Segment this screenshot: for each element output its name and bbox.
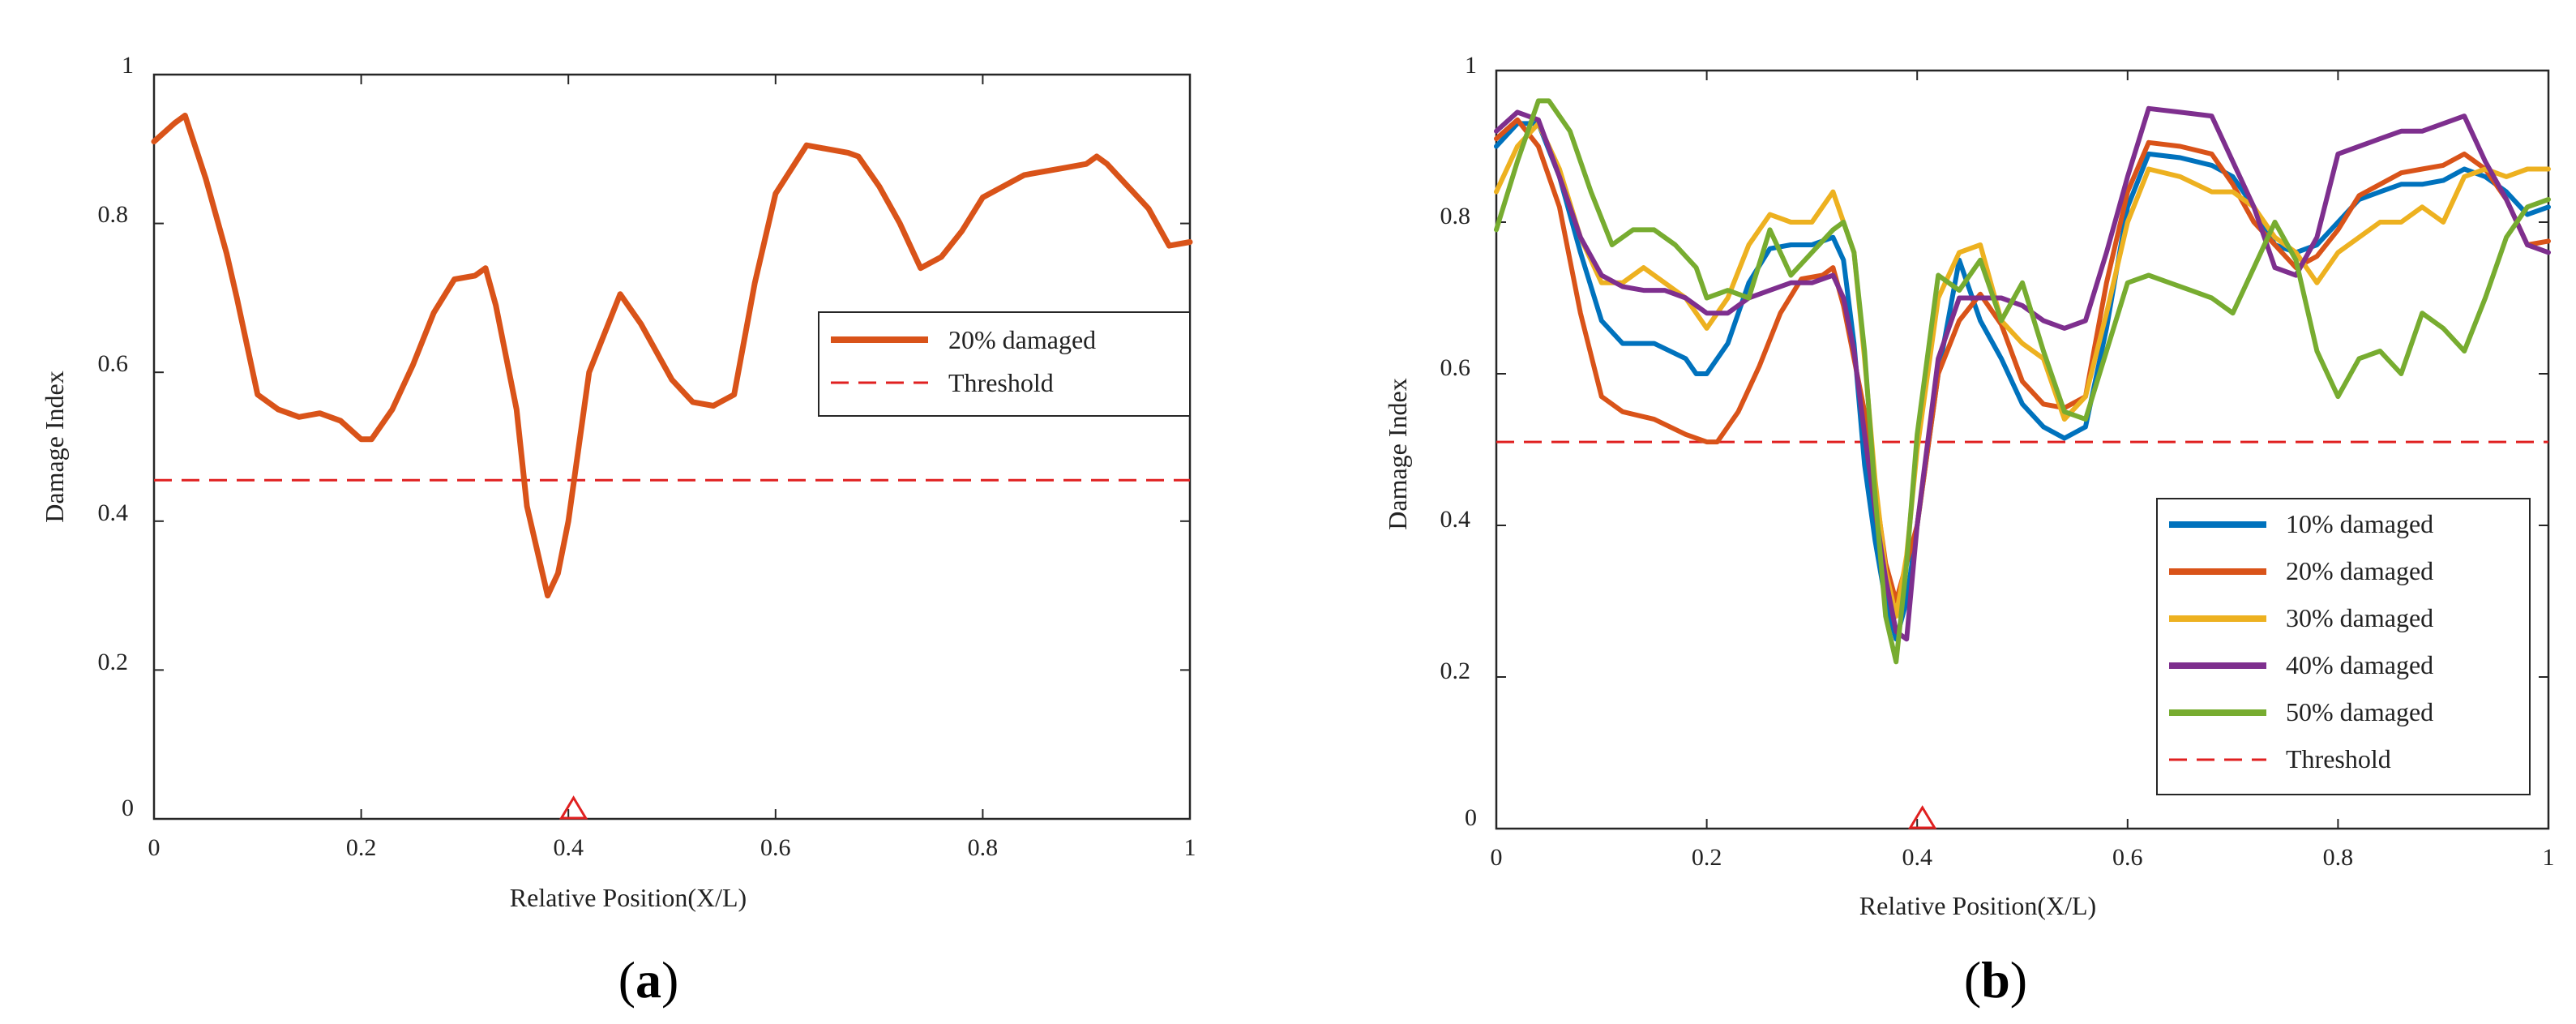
y-tick-label: 0.8: [98, 201, 129, 228]
y-tick-label: 1: [1465, 52, 1477, 79]
y-axis-label: Damage Index: [40, 371, 69, 522]
legend-label-threshold: Threshold: [2286, 744, 2391, 773]
legend-label-40-damaged: 40% damaged: [2286, 650, 2433, 679]
legend-box: [2156, 498, 2531, 795]
chart-panel-b: 0 0.2 0.4 0.6 0.8 1 0 0.2 0.4 0.6 0.8 1 …: [1383, 52, 2555, 1009]
y-tick-label: 0.2: [1440, 658, 1471, 684]
x-tick-label: 1: [2543, 844, 2555, 871]
x-tick-label: 0.8: [968, 834, 999, 861]
legend-label-threshold: Threshold: [948, 368, 1054, 397]
series-layer: [151, 113, 1193, 820]
legend-label-20-damaged: 20% damaged: [948, 325, 1096, 354]
x-axis-label: Relative Position(X/L): [1859, 891, 2096, 920]
panel-label-b: (b): [1964, 951, 2027, 1009]
panel-label-a: (a): [618, 951, 679, 1009]
x-tick-label: 1: [1184, 834, 1196, 861]
series-layer: [1494, 98, 2551, 829]
y-tick-label: 0.2: [98, 649, 129, 675]
legend-label-30-damaged: 30% damaged: [2286, 603, 2433, 632]
chart-panel-a: 0 0.2 0.4 0.6 0.8 1 0 0.2 0.4 0.6 0.8 1: [40, 52, 1196, 1009]
legend-label-10-damaged: 10% damaged: [2286, 509, 2433, 538]
y-tick-label: 0: [1465, 804, 1477, 831]
x-tick-label: 0: [148, 834, 160, 861]
y-tick-label: 0.4: [1440, 506, 1471, 533]
series-line-40-damaged: [1494, 105, 2551, 642]
x-tick-label: 0.4: [1902, 844, 1932, 871]
y-tick-label: 0.8: [1440, 203, 1471, 229]
legend: 10% damaged 20% damaged 30% damaged 40% …: [2156, 498, 2531, 795]
damage-location-marker: [558, 795, 588, 820]
series-line-10-damaged: [1494, 121, 2551, 642]
panel-letter-a: a: [635, 951, 661, 1009]
legend-box: [818, 311, 1191, 417]
x-tick-label: 0.6: [760, 834, 791, 861]
x-tick-label: 0.2: [346, 834, 377, 861]
legend: 20% damaged Threshold: [818, 311, 1191, 417]
x-axis-label: Relative Position(X/L): [510, 883, 747, 912]
x-tick-label: 0.2: [1692, 844, 1722, 871]
damage-location-marker: [1908, 805, 1937, 829]
y-tick-label: 0.6: [98, 350, 129, 377]
panel-letter-b: b: [1981, 951, 2010, 1009]
y-tick-label: 1: [122, 52, 134, 79]
legend-label-20-damaged: 20% damaged: [2286, 556, 2433, 585]
x-tick-label: 0: [1491, 844, 1503, 871]
x-tick-label: 0.6: [2112, 844, 2143, 871]
legend-label-50-damaged: 50% damaged: [2286, 697, 2433, 726]
y-axis: 0 0.2 0.4 0.6 0.8 1: [1440, 52, 2548, 831]
series-line-20-damaged: [151, 113, 1193, 599]
x-axis: 0 0.2 0.4 0.6 0.8 1: [148, 75, 1196, 861]
series-line-20-damaged: [1494, 117, 2551, 604]
y-tick-label: 0: [122, 795, 134, 821]
y-tick-label: 0.4: [98, 499, 129, 526]
x-tick-label: 0.4: [553, 834, 584, 861]
y-tick-label: 0.6: [1440, 354, 1471, 381]
x-tick-label: 0.8: [2323, 844, 2354, 871]
x-axis: 0 0.2 0.4 0.6 0.8 1: [1491, 71, 2555, 871]
y-axis: 0 0.2 0.4 0.6 0.8 1: [98, 52, 1190, 821]
plot-area: [152, 73, 1192, 820]
series-line-50-damaged: [1494, 98, 2551, 665]
y-axis-label: Damage Index: [1383, 378, 1412, 529]
